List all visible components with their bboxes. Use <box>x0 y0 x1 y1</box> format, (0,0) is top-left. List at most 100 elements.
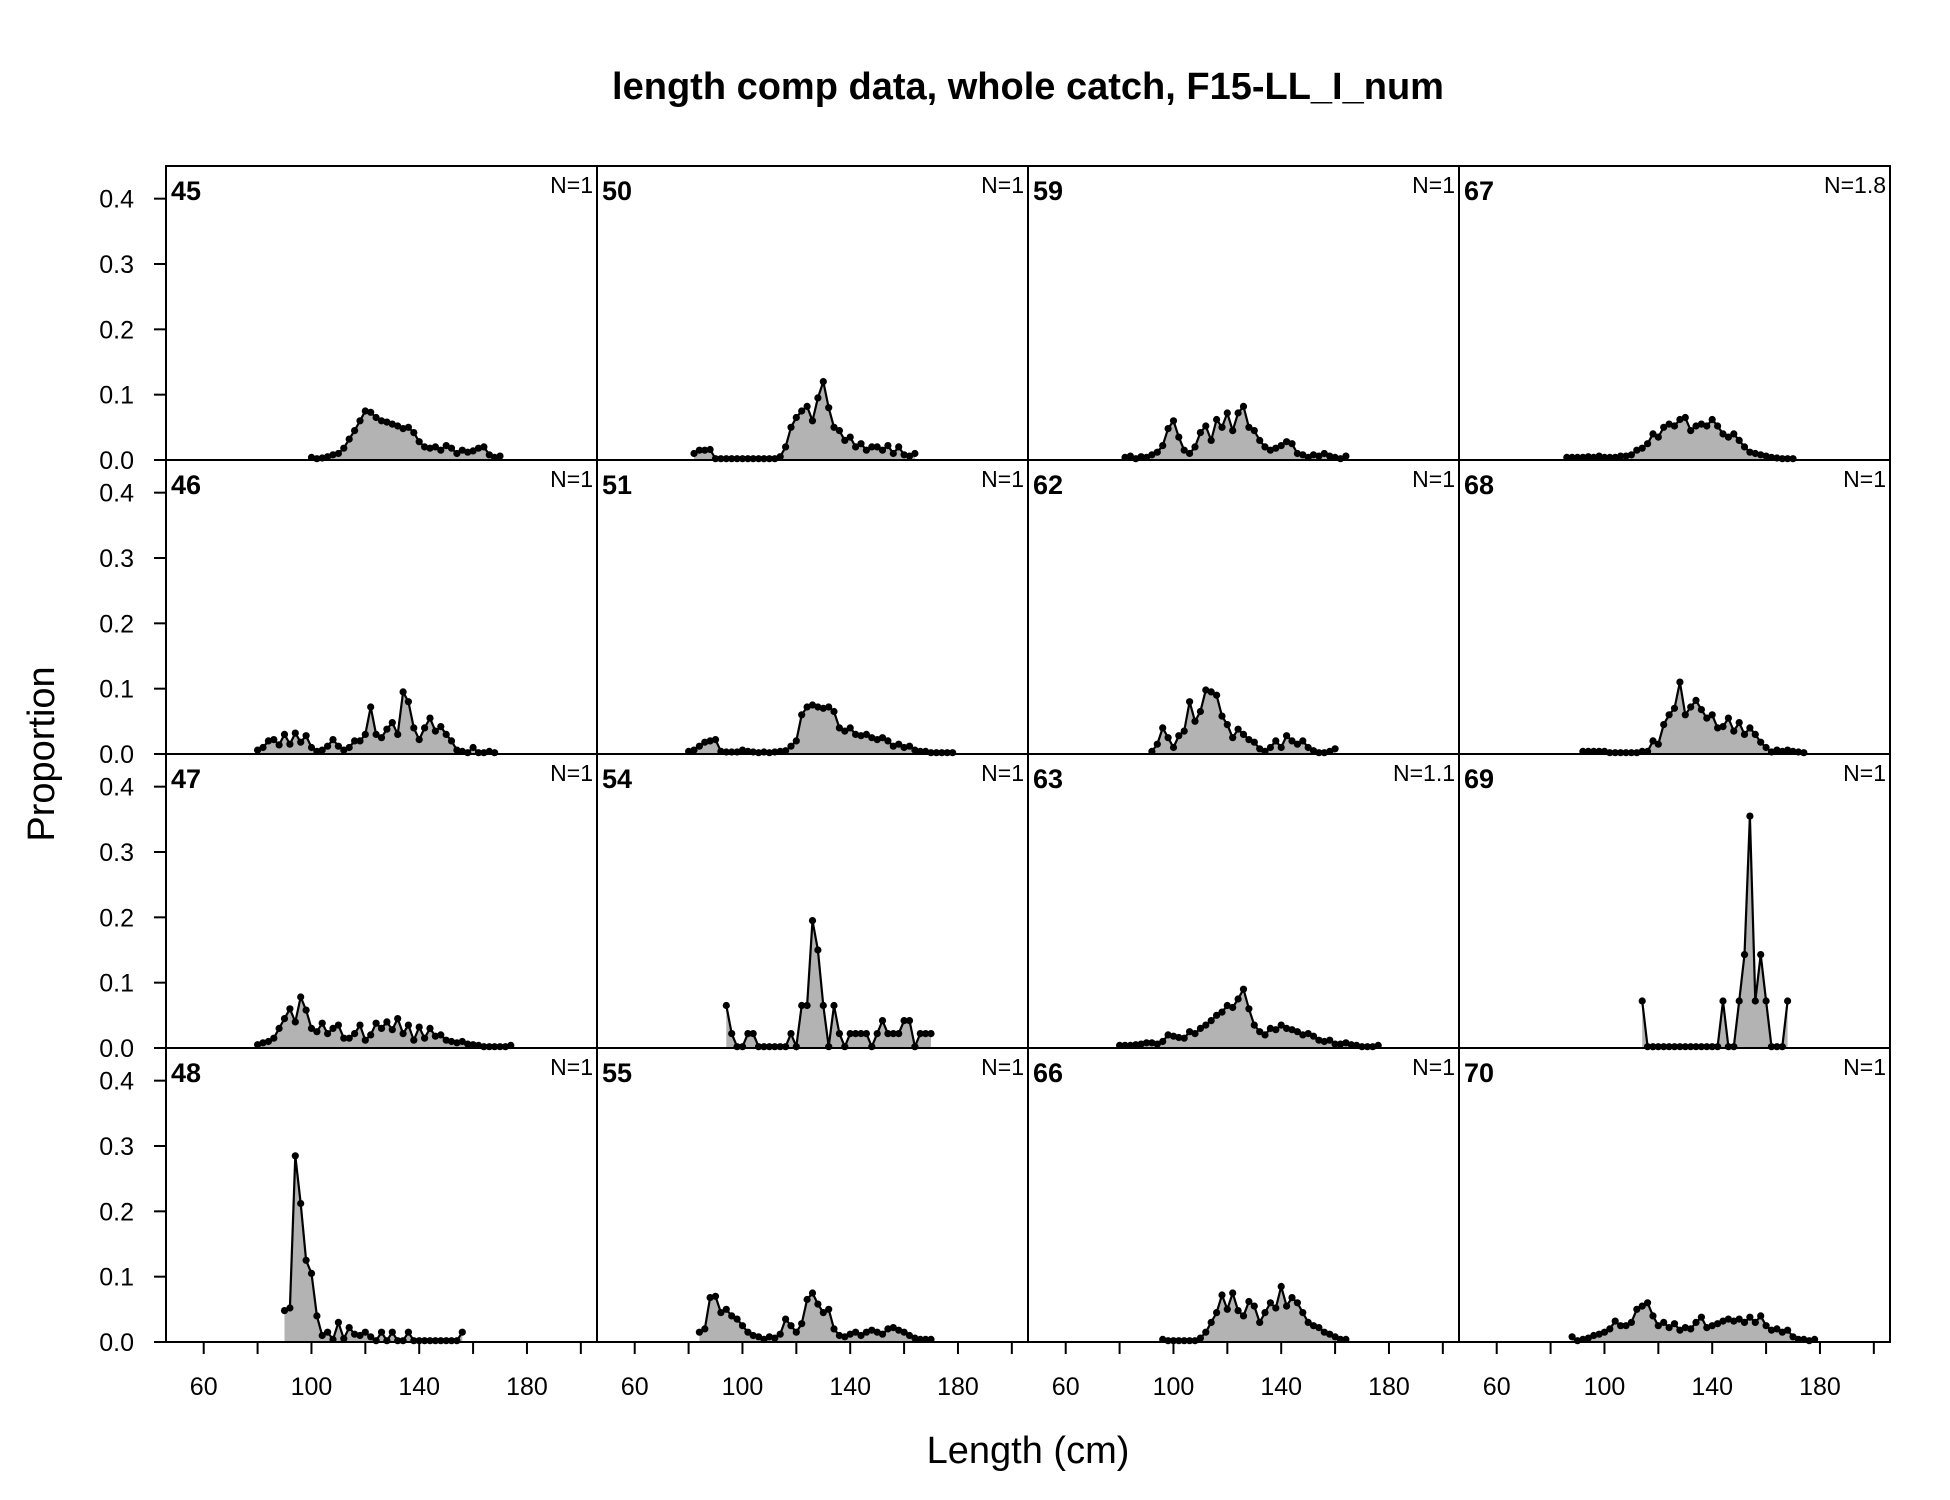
panel-n-label: N=1 <box>981 760 1024 786</box>
data-point <box>1196 707 1204 716</box>
data-point <box>469 447 477 455</box>
data-point <box>1218 712 1226 720</box>
data-point <box>356 1331 364 1340</box>
data-point <box>345 435 353 443</box>
panels-layer: 45 N=1 50 N=1 59 N=1 67 N=1.8 46 N=1 51 N=1 62 N=1 68 N… <box>165 165 1891 1345</box>
data-point <box>835 1030 844 1038</box>
data-point <box>808 701 817 709</box>
data-point <box>765 1333 774 1341</box>
data-point <box>717 1309 725 1317</box>
data-point <box>1309 1032 1318 1040</box>
data-point <box>1638 1302 1646 1310</box>
data-point <box>307 1024 316 1032</box>
panel-frame <box>1458 1047 1891 1343</box>
data-point <box>787 423 795 431</box>
data-point <box>351 1330 359 1338</box>
data-point <box>868 1326 876 1334</box>
data-point <box>819 1001 827 1010</box>
data-point <box>1207 436 1215 444</box>
data-point <box>1342 452 1350 460</box>
panel-50: 50 N=1 <box>596 165 1029 463</box>
panel-69-area <box>1642 816 1788 1048</box>
data-point <box>410 1036 418 1044</box>
data-point <box>345 1324 353 1332</box>
data-point <box>361 730 369 739</box>
data-point <box>1784 746 1792 754</box>
data-point <box>1266 1299 1274 1307</box>
panel-51: 51 N=1 <box>596 459 1029 757</box>
data-point <box>1665 711 1673 719</box>
panel-54-line <box>725 920 931 1051</box>
data-point <box>841 1043 849 1051</box>
data-point <box>1595 452 1603 460</box>
data-point <box>415 1023 423 1031</box>
data-point <box>803 1295 811 1304</box>
data-point <box>1148 451 1156 459</box>
panel-54: 54 N=1 <box>596 753 1029 1051</box>
data-point <box>1627 1318 1635 1326</box>
data-point <box>905 1017 914 1025</box>
data-point <box>722 1305 730 1313</box>
data-point <box>1320 1328 1328 1336</box>
panel-year-label: 50 <box>602 176 632 206</box>
panel-63-area <box>1119 989 1379 1048</box>
data-point <box>372 1337 380 1345</box>
data-point <box>744 1030 752 1038</box>
data-point <box>830 707 838 716</box>
data-point <box>846 724 854 732</box>
data-point <box>878 1017 887 1025</box>
data-point <box>1283 1024 1291 1032</box>
data-point <box>1315 1036 1323 1044</box>
data-point <box>1245 1297 1253 1306</box>
data-point <box>361 407 369 415</box>
data-point <box>695 1328 704 1336</box>
data-point <box>1245 423 1253 431</box>
data-point <box>1735 436 1743 444</box>
data-point <box>1697 1313 1705 1321</box>
data-point <box>1315 452 1323 460</box>
data-point <box>1304 1318 1312 1326</box>
panel-frame <box>165 459 598 755</box>
data-point <box>313 1028 321 1036</box>
data-point <box>302 732 310 740</box>
data-point <box>1638 997 1646 1005</box>
x-tick-label: 60 <box>621 1373 649 1401</box>
data-point <box>733 1315 741 1323</box>
panel-n-label: N=1 <box>550 172 593 198</box>
data-point <box>340 444 348 452</box>
data-point <box>1223 1305 1231 1313</box>
data-point <box>949 749 957 757</box>
data-point <box>1719 723 1727 731</box>
data-point <box>399 688 407 696</box>
y-tick-label: 0.0 <box>99 447 134 475</box>
data-point <box>728 1030 736 1038</box>
data-point <box>1326 1036 1334 1044</box>
data-point <box>280 1015 289 1023</box>
data-point <box>351 427 359 435</box>
data-point <box>383 1337 391 1345</box>
data-point <box>1283 732 1291 740</box>
data-point <box>324 1328 332 1336</box>
data-point <box>852 1030 860 1038</box>
data-point <box>1789 1333 1797 1341</box>
data-point <box>1186 698 1194 706</box>
data-point <box>307 1269 316 1277</box>
data-point <box>280 1307 289 1315</box>
data-point <box>857 732 865 740</box>
data-point <box>410 429 418 437</box>
data-point <box>1175 1033 1183 1042</box>
data-point <box>394 1015 402 1023</box>
data-point <box>916 1030 924 1038</box>
data-point <box>1735 997 1743 1005</box>
panel-67-area <box>1566 417 1793 460</box>
data-point <box>447 1037 456 1046</box>
data-point <box>426 714 434 722</box>
data-point <box>706 1294 714 1302</box>
data-point <box>690 746 698 754</box>
panel-year-label: 45 <box>171 176 201 206</box>
data-point <box>776 453 784 461</box>
panel-62: 62 N=1 <box>1027 459 1460 757</box>
panel-year-label: 63 <box>1033 764 1063 794</box>
data-point <box>814 946 822 954</box>
data-point <box>1649 1312 1657 1320</box>
